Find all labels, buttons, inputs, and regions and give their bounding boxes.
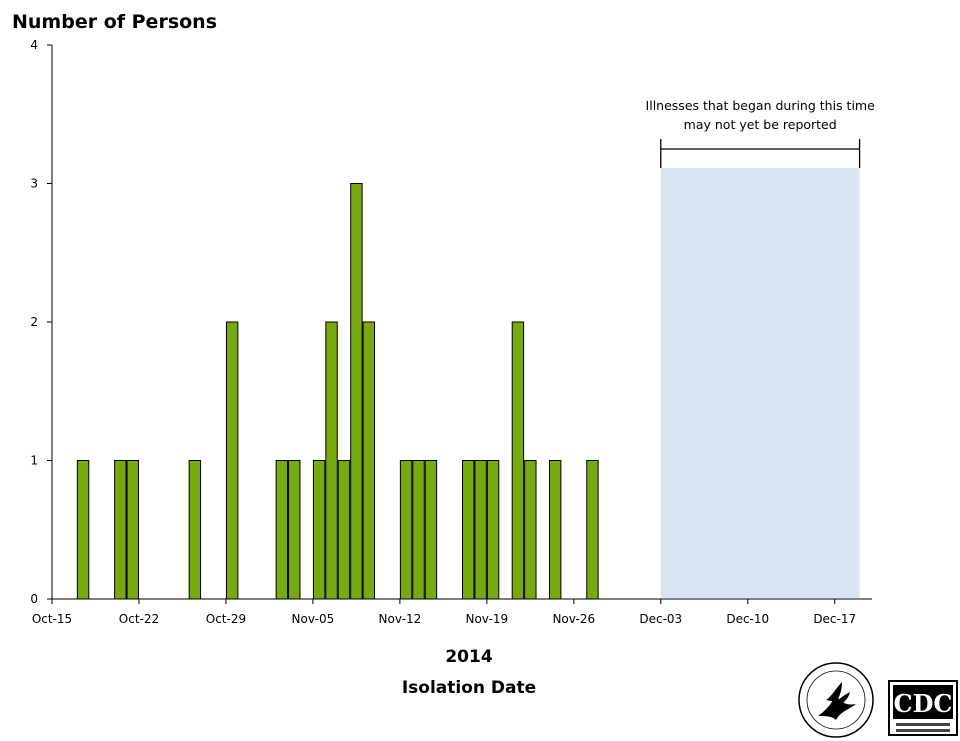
y-axis-ticks: 0 1 2 3 4 bbox=[30, 38, 52, 606]
bar bbox=[362, 321, 376, 600]
x-axis-title: Isolation Date bbox=[402, 678, 536, 698]
y-tick-label: 2 bbox=[30, 315, 38, 329]
x-tick-label: Nov-05 bbox=[292, 612, 335, 626]
bar bbox=[511, 321, 525, 600]
x-tick-label: Dec-03 bbox=[639, 612, 682, 626]
bar bbox=[586, 460, 599, 600]
bar bbox=[337, 460, 351, 600]
bar bbox=[350, 183, 363, 600]
shaded-region-note-line1: Illnesses that began during this time bbox=[646, 98, 876, 113]
bar bbox=[288, 460, 301, 600]
cdc-logo: CDC bbox=[888, 680, 958, 736]
x-tick-label: Dec-17 bbox=[813, 612, 856, 626]
bar bbox=[188, 460, 202, 600]
bar bbox=[325, 321, 338, 600]
bar bbox=[474, 460, 487, 600]
bar bbox=[412, 460, 425, 600]
bar bbox=[486, 460, 500, 600]
bar-series bbox=[76, 183, 599, 600]
shaded-region-note-line2: may not yet be reported bbox=[684, 117, 837, 132]
hhs-seal-logo bbox=[798, 662, 874, 738]
y-tick-label: 3 bbox=[30, 177, 38, 191]
bar bbox=[225, 321, 239, 600]
bar bbox=[76, 460, 90, 600]
y-tick-label: 4 bbox=[30, 38, 38, 52]
x-tick-label: Oct-15 bbox=[32, 612, 72, 626]
bar bbox=[399, 460, 413, 600]
y-tick-label: 1 bbox=[30, 454, 38, 468]
x-tick-label: Oct-22 bbox=[119, 612, 159, 626]
x-tick-label: Nov-26 bbox=[552, 612, 595, 626]
bar bbox=[126, 460, 139, 600]
x-tick-label: Nov-12 bbox=[379, 612, 422, 626]
bar bbox=[424, 460, 438, 600]
x-axis-ticks: Oct-15 Oct-22 Oct-29 Nov-05 Nov-12 Nov-19 Nov-… bbox=[32, 599, 856, 626]
bar bbox=[548, 460, 562, 600]
bar bbox=[275, 460, 289, 600]
bar bbox=[524, 460, 537, 600]
bar bbox=[462, 460, 475, 600]
x-axis-year: 2014 bbox=[445, 647, 492, 667]
bar bbox=[312, 460, 326, 600]
x-tick-label: Oct-29 bbox=[206, 612, 246, 626]
bar bbox=[114, 460, 127, 600]
shaded-region bbox=[660, 168, 860, 598]
y-tick-label: 0 bbox=[30, 592, 38, 606]
x-tick-label: Dec-10 bbox=[726, 612, 769, 626]
reporting-delay-region: Illnesses that began during this time may… bbox=[646, 98, 876, 598]
svg-text:CDC: CDC bbox=[893, 689, 952, 718]
x-tick-label: Nov-19 bbox=[465, 612, 508, 626]
y-axis-title: Number of Persons bbox=[12, 11, 217, 33]
